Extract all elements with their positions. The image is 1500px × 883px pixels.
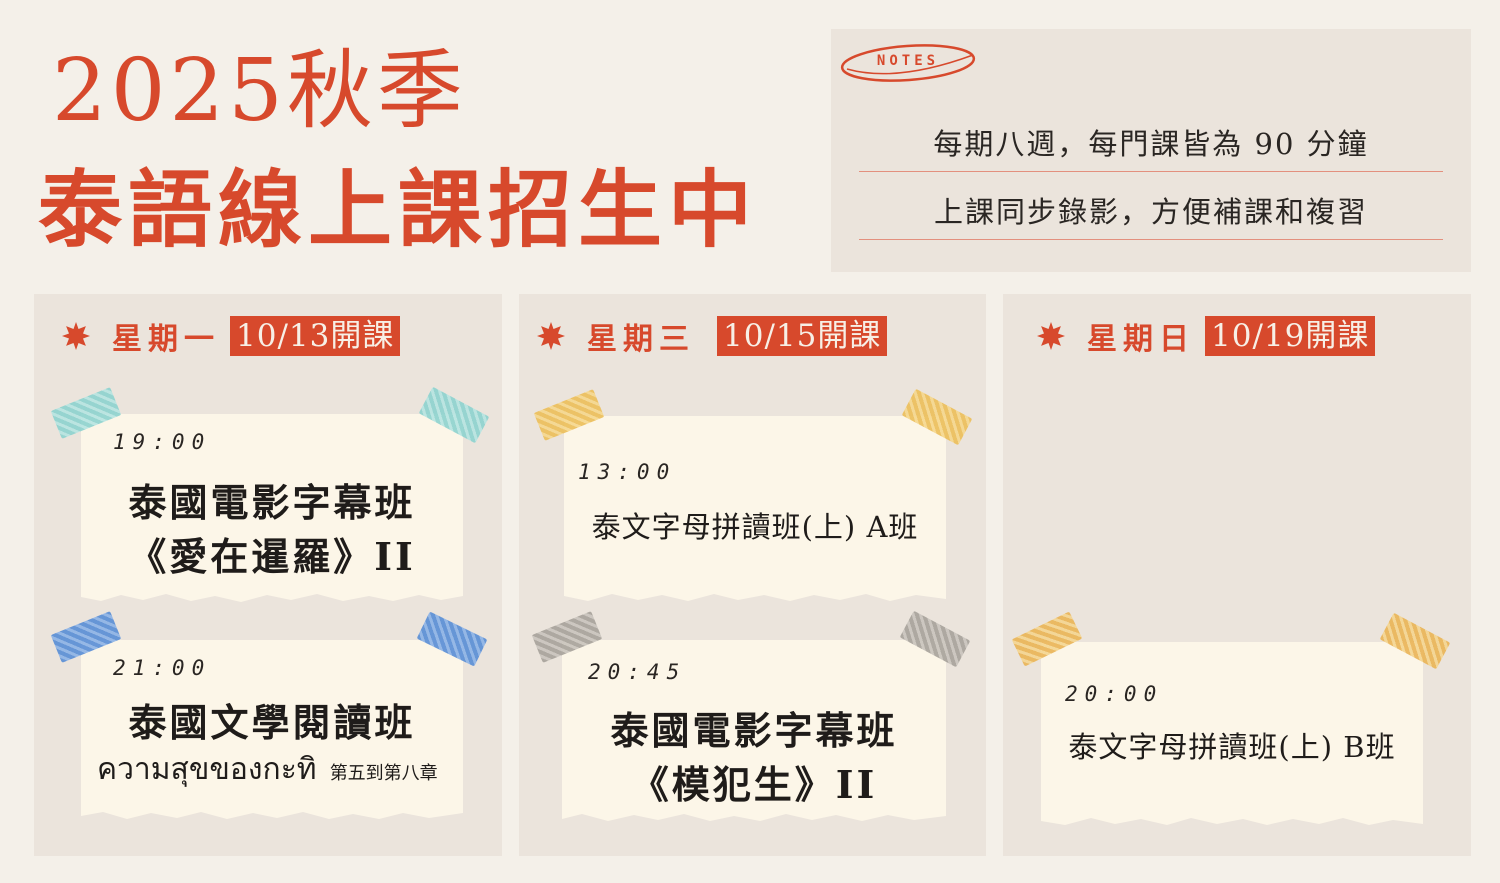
start-date-badge: 10/13開課 — [230, 316, 401, 356]
class-time: 19:00 — [113, 430, 212, 454]
start-date-badge: 10/15開課 — [717, 316, 888, 356]
notes-circle-icon — [840, 44, 976, 82]
starburst-icon — [62, 322, 90, 350]
class-card: 21:00 泰國文學閱讀班 ความสุขของกะทิ 第五到第八章 — [81, 640, 463, 819]
starburst-icon — [537, 322, 565, 350]
column-header: 星期日 10/19開課 — [1037, 316, 1376, 357]
class-title: 泰文字母拼讀班(上) B班 — [1068, 730, 1396, 764]
class-time: 21:00 — [113, 656, 212, 680]
class-subtitle: ความสุขของกะทิ 第五到第八章 — [97, 746, 457, 793]
starburst-icon — [1037, 322, 1065, 350]
class-title: 泰國文學閱讀班 — [128, 700, 416, 745]
notes-panel: NOTES 每期八週，每門課皆為 90 分鐘 上課同步錄影，方便補課和複習 — [831, 29, 1471, 272]
start-date-badge: 10/19開課 — [1205, 316, 1376, 356]
torn-edge — [1041, 813, 1423, 825]
note-weeks: 每期八週，每門課皆為 90 分鐘 — [859, 121, 1443, 172]
chapter-range: 第五到第八章 — [329, 763, 438, 784]
class-card: 13:00 泰文字母拼讀班(上) A班 — [564, 416, 946, 601]
torn-edge — [564, 589, 946, 601]
title-line-1: 2025秋季 — [52, 41, 467, 141]
column-header: 星期三 10/15開課 — [537, 316, 888, 357]
column-header: 星期一 10/13開課 — [62, 316, 401, 357]
class-title: 泰國電影字幕班 — [610, 708, 898, 753]
column-wednesday: 星期三 10/15開課 13:00 泰文字母拼讀班(上) A班 20:45 泰國… — [519, 294, 986, 856]
class-time: 13:00 — [578, 460, 677, 484]
notes-tag-label: NOTES — [876, 53, 940, 69]
class-title: 泰國電影字幕班 — [128, 480, 416, 525]
book-title-thai: ความสุขของกะทิ — [97, 752, 317, 787]
class-subtitle: 《愛在暹羅》II — [128, 534, 416, 579]
column-monday: 星期一 10/13開課 19:00 泰國電影字幕班 《愛在暹羅》II 21:00… — [34, 294, 502, 856]
class-card: 20:00 泰文字母拼讀班(上) B班 — [1041, 642, 1423, 825]
torn-edge — [562, 809, 946, 821]
class-card: 19:00 泰國電影字幕班 《愛在暹羅》II — [81, 414, 463, 602]
class-time: 20:45 — [588, 660, 687, 684]
notes-tag: NOTES — [837, 41, 979, 85]
note-recording: 上課同步錄影，方便補課和複習 — [859, 189, 1443, 240]
torn-edge — [81, 807, 463, 819]
class-title: 泰文字母拼讀班(上) A班 — [591, 510, 919, 544]
class-subtitle: 《模犯生》II — [630, 762, 878, 807]
day-label: 星期一 — [112, 322, 220, 357]
column-sunday: 星期日 10/19開課 20:00 泰文字母拼讀班(上) B班 — [1003, 294, 1471, 856]
class-time: 20:00 — [1065, 682, 1164, 706]
torn-edge — [81, 589, 463, 602]
day-label: 星期三 — [587, 322, 695, 357]
class-card: 20:45 泰國電影字幕班 《模犯生》II — [562, 640, 946, 821]
title-line-2: 泰語線上課招生中 — [38, 160, 759, 259]
day-label: 星期日 — [1087, 322, 1195, 357]
